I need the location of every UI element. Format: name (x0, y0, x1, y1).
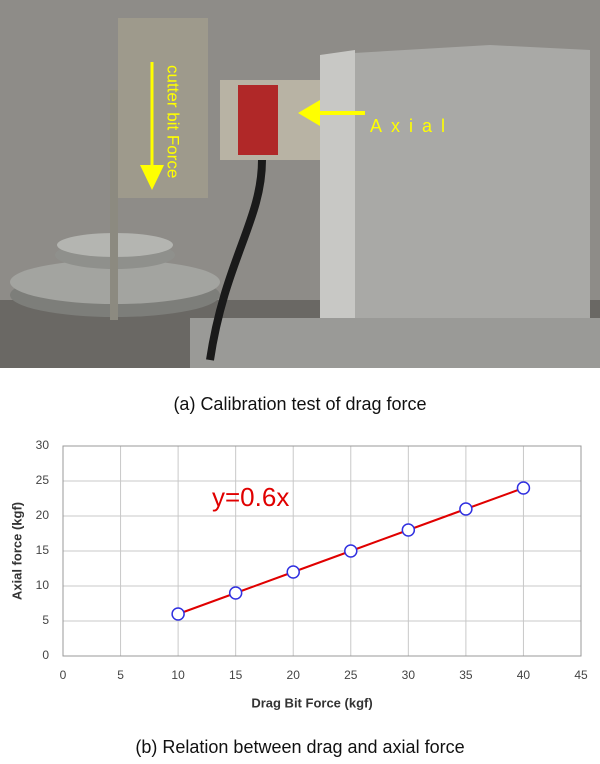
load-cell-label (238, 85, 278, 155)
x-tick-label: 5 (117, 668, 124, 682)
cable (206, 159, 266, 361)
clamp (118, 18, 208, 198)
x-tick-label: 45 (574, 668, 588, 682)
base-plate (190, 318, 600, 368)
y-tick-label: 25 (36, 473, 50, 487)
x-tick-label: 30 (402, 668, 416, 682)
photo-label: Axial (370, 116, 454, 136)
x-tick-label: 15 (229, 668, 243, 682)
x-axis-label: Drag Bit Force (kgf) (251, 695, 372, 710)
aluminum-face (320, 50, 355, 350)
annotation: y=0.6x (212, 482, 289, 512)
y-tick-label: 5 (42, 613, 49, 627)
caption: (b) Relation between drag and axial forc… (135, 737, 464, 757)
marker (516, 481, 531, 495)
y-axis-label: Axial force (kgf) (9, 502, 24, 600)
arrow-head (140, 165, 164, 190)
x-tick-label: 35 (459, 668, 473, 682)
marker (344, 544, 358, 558)
x-tick-label: 40 (517, 668, 531, 682)
x-tick-label: 10 (171, 668, 185, 682)
plot-frame (62, 445, 582, 657)
arrow-head (298, 100, 320, 126)
x-tick-label: 20 (287, 668, 301, 682)
chart: 0 5 10 15 20 25 30 0 5 10 15 20 25 30 35 40 45 Drag Bit F… (9, 438, 588, 710)
marker (286, 565, 300, 579)
photo-label: cutter bit Force (164, 65, 183, 178)
marker (459, 502, 473, 516)
rod (110, 90, 118, 320)
y-tick-label: 20 (36, 508, 50, 522)
photo: Axial cutter bit Force (0, 0, 600, 368)
y-tick-label: 15 (36, 543, 50, 557)
x-tick-label: 25 (344, 668, 358, 682)
marker (228, 586, 243, 600)
caption: (a) Calibration test of drag force (173, 394, 426, 414)
y-tick-label: 30 (36, 438, 50, 452)
y-tick-label: 0 (42, 648, 49, 662)
y-tick-label: 10 (36, 578, 50, 592)
aluminum-block (320, 45, 590, 350)
marker (171, 607, 185, 621)
marker (401, 523, 416, 537)
x-tick-label: 0 (60, 668, 67, 682)
